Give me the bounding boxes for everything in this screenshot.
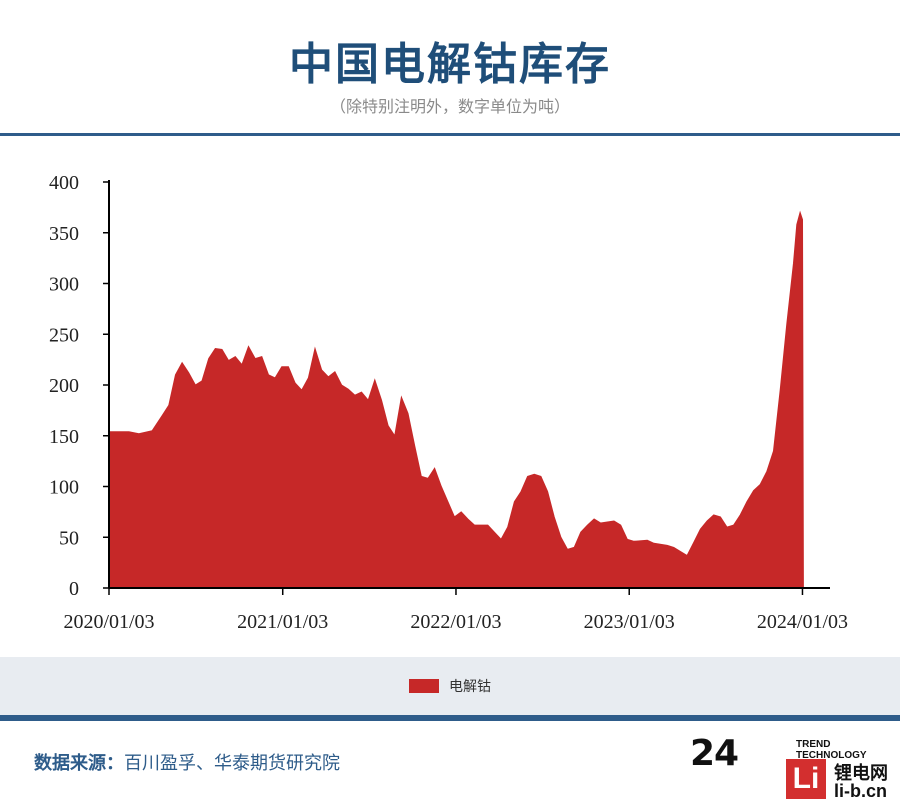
legend-label: 电解钴 [449,679,491,695]
chart-title: 中国电解钴库存 [289,39,611,90]
logo-li-box: Li [786,759,826,799]
y-tick-label: 0 [69,578,79,600]
x-tick-label: 2024/01/03 [757,611,848,633]
legend: 电解钴 [0,657,900,715]
footer-divider [0,715,900,721]
logo-number: 24 [690,733,739,774]
logo-brand-cn: 锂电网 [834,763,888,784]
logo-trend-text: TREND TECHNOLOGY [796,739,867,761]
series-area-electrolytic-cobalt [108,210,804,589]
legend-band: 电解钴 [0,657,900,715]
legend-swatch [409,679,439,693]
x-tick-label: 2023/01/03 [584,611,675,633]
header-divider [0,133,900,136]
x-tick-label: 2020/01/03 [63,611,154,633]
y-tick-label: 50 [59,527,79,549]
chart-subtitle: （除特别注明外，数字单位为吨） [329,97,570,116]
y-tick-label: 250 [49,324,79,346]
logo-brand-url: li-b.cn [834,781,887,801]
y-tick-label: 400 [49,172,79,194]
x-tick-label: 2021/01/03 [237,611,328,633]
source-label: 数据来源： [34,753,124,774]
brand-logo: 24 TREND TECHNOLOGY Li 锂电网 li-b.cn [690,733,900,805]
source-text: 百川盈孚、华泰期货研究院 [124,753,340,774]
x-tick-label: 2022/01/03 [410,611,501,633]
y-tick-label: 150 [49,426,79,448]
y-tick-label: 350 [49,223,79,245]
y-tick-label: 100 [49,477,79,499]
data-source: 数据来源：百川盈孚、华泰期货研究院 [34,749,340,775]
inventory-area-chart: 0 50 100 150 200 250 300 350 400 2020/01/03 2021/0… [49,172,848,633]
y-tick-label: 300 [49,274,79,296]
y-tick-label: 200 [49,375,79,397]
